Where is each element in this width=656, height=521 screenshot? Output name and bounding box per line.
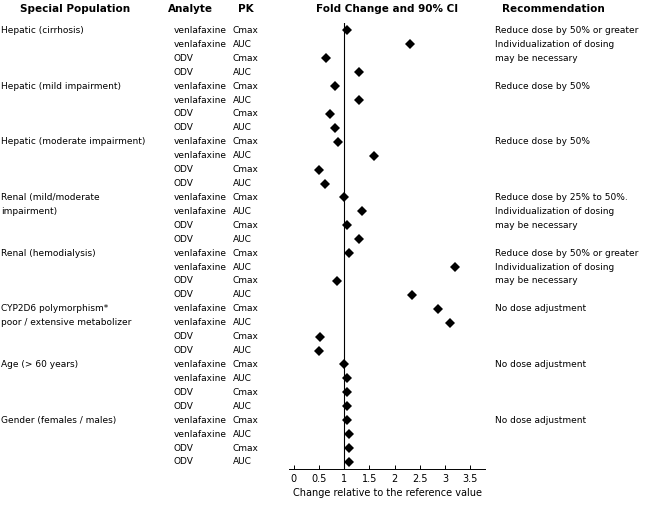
Text: AUC: AUC [233, 95, 252, 105]
Text: Cmax: Cmax [233, 137, 258, 146]
Text: ODV: ODV [174, 457, 194, 466]
Text: Cmax: Cmax [233, 109, 258, 118]
Text: ODV: ODV [174, 277, 194, 286]
Text: ODV: ODV [174, 221, 194, 230]
Text: ODV: ODV [174, 332, 194, 341]
Text: Cmax: Cmax [233, 416, 258, 425]
Text: AUC: AUC [233, 40, 252, 49]
Text: CYP2D6 polymorphism*: CYP2D6 polymorphism* [1, 304, 108, 313]
Text: Analyte: Analyte [168, 4, 213, 14]
Text: Reduce dose by 50% or greater: Reduce dose by 50% or greater [495, 249, 639, 257]
Text: ODV: ODV [174, 179, 194, 188]
Text: venlafaxine: venlafaxine [174, 95, 227, 105]
Text: venlafaxine: venlafaxine [174, 26, 227, 35]
Text: Special Population: Special Population [20, 4, 131, 14]
Text: venlafaxine: venlafaxine [174, 151, 227, 160]
Text: ODV: ODV [174, 235, 194, 244]
Text: Hepatic (moderate impairment): Hepatic (moderate impairment) [1, 137, 146, 146]
Text: AUC: AUC [233, 374, 252, 383]
Text: venlafaxine: venlafaxine [174, 360, 227, 369]
Text: may be necessary: may be necessary [495, 277, 578, 286]
Text: AUC: AUC [233, 430, 252, 439]
Text: AUC: AUC [233, 346, 252, 355]
Text: Recommendation: Recommendation [502, 4, 605, 14]
Text: AUC: AUC [233, 179, 252, 188]
Text: AUC: AUC [233, 290, 252, 300]
Text: Cmax: Cmax [233, 332, 258, 341]
Text: Hepatic (cirrhosis): Hepatic (cirrhosis) [1, 26, 84, 35]
X-axis label: Change relative to the reference value: Change relative to the reference value [293, 488, 482, 498]
Text: ODV: ODV [174, 290, 194, 300]
Text: AUC: AUC [233, 151, 252, 160]
Text: venlafaxine: venlafaxine [174, 318, 227, 327]
Text: Cmax: Cmax [233, 165, 258, 174]
Text: PK: PK [238, 4, 254, 14]
Text: Cmax: Cmax [233, 304, 258, 313]
Text: venlafaxine: venlafaxine [174, 82, 227, 91]
Text: Renal (mild/moderate: Renal (mild/moderate [1, 193, 100, 202]
Text: AUC: AUC [233, 402, 252, 411]
Text: Cmax: Cmax [233, 277, 258, 286]
Text: may be necessary: may be necessary [495, 221, 578, 230]
Text: Reduce dose by 25% to 50%.: Reduce dose by 25% to 50%. [495, 193, 628, 202]
Text: No dose adjustment: No dose adjustment [495, 416, 586, 425]
Text: AUC: AUC [233, 263, 252, 271]
Text: Hepatic (mild impairment): Hepatic (mild impairment) [1, 82, 121, 91]
Text: Cmax: Cmax [233, 360, 258, 369]
Text: ODV: ODV [174, 123, 194, 132]
Text: AUC: AUC [233, 123, 252, 132]
Text: AUC: AUC [233, 457, 252, 466]
Text: Fold Change and 90% CI: Fold Change and 90% CI [316, 4, 458, 14]
Text: ODV: ODV [174, 54, 194, 63]
Text: poor / extensive metabolizer: poor / extensive metabolizer [1, 318, 132, 327]
Text: venlafaxine: venlafaxine [174, 430, 227, 439]
Text: venlafaxine: venlafaxine [174, 304, 227, 313]
Text: venlafaxine: venlafaxine [174, 263, 227, 271]
Text: ODV: ODV [174, 443, 194, 453]
Text: venlafaxine: venlafaxine [174, 249, 227, 257]
Text: venlafaxine: venlafaxine [174, 40, 227, 49]
Text: may be necessary: may be necessary [495, 54, 578, 63]
Text: ODV: ODV [174, 346, 194, 355]
Text: Cmax: Cmax [233, 443, 258, 453]
Text: Reduce dose by 50%: Reduce dose by 50% [495, 137, 590, 146]
Text: Individualization of dosing: Individualization of dosing [495, 207, 615, 216]
Text: ODV: ODV [174, 402, 194, 411]
Text: Reduce dose by 50% or greater: Reduce dose by 50% or greater [495, 26, 639, 35]
Text: venlafaxine: venlafaxine [174, 193, 227, 202]
Text: Cmax: Cmax [233, 221, 258, 230]
Text: Renal (hemodialysis): Renal (hemodialysis) [1, 249, 96, 257]
Text: Cmax: Cmax [233, 82, 258, 91]
Text: AUC: AUC [233, 207, 252, 216]
Text: ODV: ODV [174, 109, 194, 118]
Text: Reduce dose by 50%: Reduce dose by 50% [495, 82, 590, 91]
Text: venlafaxine: venlafaxine [174, 374, 227, 383]
Text: Individualization of dosing: Individualization of dosing [495, 40, 615, 49]
Text: ODV: ODV [174, 388, 194, 397]
Text: venlafaxine: venlafaxine [174, 137, 227, 146]
Text: venlafaxine: venlafaxine [174, 416, 227, 425]
Text: Individualization of dosing: Individualization of dosing [495, 263, 615, 271]
Text: Cmax: Cmax [233, 54, 258, 63]
Text: ODV: ODV [174, 68, 194, 77]
Text: ODV: ODV [174, 165, 194, 174]
Text: No dose adjustment: No dose adjustment [495, 304, 586, 313]
Text: venlafaxine: venlafaxine [174, 207, 227, 216]
Text: Cmax: Cmax [233, 26, 258, 35]
Text: AUC: AUC [233, 318, 252, 327]
Text: AUC: AUC [233, 68, 252, 77]
Text: Cmax: Cmax [233, 388, 258, 397]
Text: Cmax: Cmax [233, 249, 258, 257]
Text: Cmax: Cmax [233, 193, 258, 202]
Text: AUC: AUC [233, 235, 252, 244]
Text: Gender (females / males): Gender (females / males) [1, 416, 117, 425]
Text: Age (> 60 years): Age (> 60 years) [1, 360, 79, 369]
Text: No dose adjustment: No dose adjustment [495, 360, 586, 369]
Text: impairment): impairment) [1, 207, 58, 216]
